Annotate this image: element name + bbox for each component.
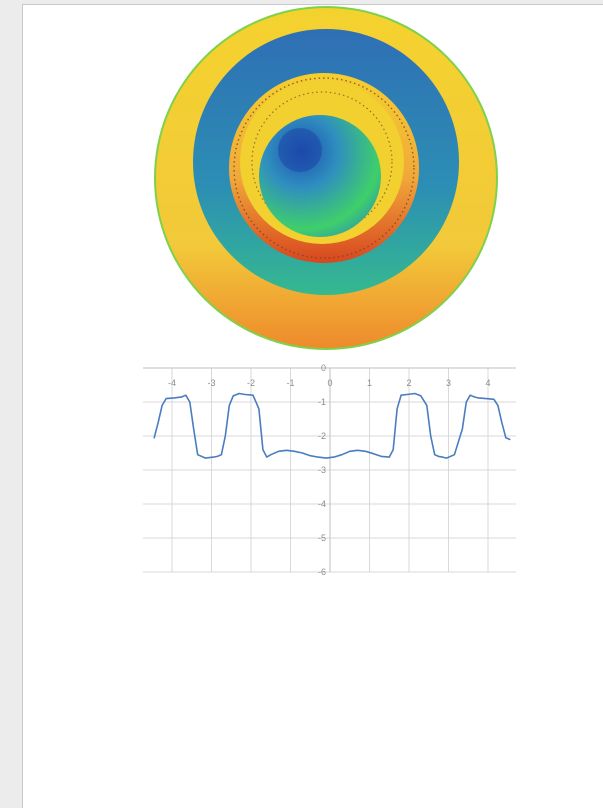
series-line <box>154 394 510 459</box>
x-tick-label: 0 <box>327 378 332 388</box>
x-tick-label: 1 <box>367 378 372 388</box>
circular-interferogram-image <box>154 6 498 350</box>
x-tick-label: 2 <box>406 378 411 388</box>
x-tick-label: -3 <box>207 378 215 388</box>
y-tick-label: -3 <box>318 465 326 475</box>
y-tick-label: -4 <box>318 499 326 509</box>
x-tick-label: -2 <box>247 378 255 388</box>
y-tick-label: -1 <box>318 397 326 407</box>
line-chart: -4 -3 -2 -1 0 1 2 3 40-1-2-3-4-5-6 <box>143 363 516 577</box>
x-tick-label: 4 <box>485 378 490 388</box>
y-tick-label: -6 <box>318 567 326 577</box>
y-tick-label: -2 <box>318 431 326 441</box>
x-tick-label: -1 <box>286 378 294 388</box>
x-tick-label: 3 <box>446 378 451 388</box>
y-tick-label: -5 <box>318 533 326 543</box>
y-tick-label: 0 <box>321 363 326 373</box>
x-tick-label: -4 <box>168 378 176 388</box>
